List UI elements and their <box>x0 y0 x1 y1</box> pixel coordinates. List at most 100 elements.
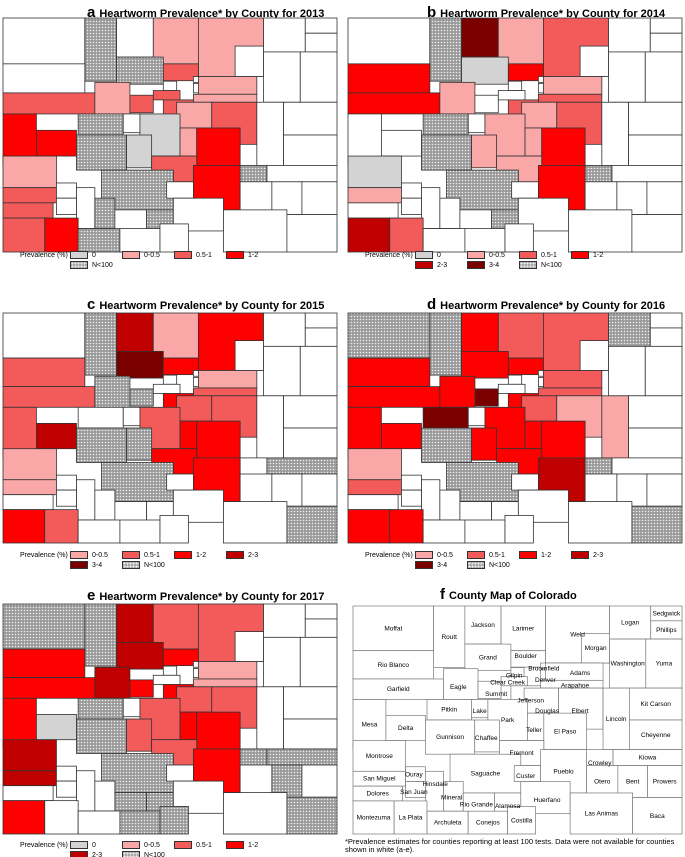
county-larimer <box>152 312 199 359</box>
county-arapahoe <box>192 387 258 397</box>
county-label-clear-creek: Clear Creek <box>490 679 525 686</box>
legend-item: 1-2 <box>226 841 278 849</box>
map-panel-d <box>347 312 683 544</box>
legend-swatch <box>519 261 537 269</box>
county-grand <box>116 642 164 670</box>
county-las-animas <box>223 209 288 253</box>
legend-item: 0-0.5 <box>467 251 519 259</box>
county-summit <box>129 679 154 698</box>
legend-item-label: 1-2 <box>248 841 259 849</box>
county-eagle <box>439 375 476 408</box>
county-lincoln <box>256 101 284 166</box>
legend-swatch <box>122 251 140 259</box>
county-outline-douglas <box>523 687 559 714</box>
county-kiowa <box>611 457 683 475</box>
county-custer <box>511 181 539 199</box>
county-las-animas <box>223 792 288 835</box>
county-label-moffat: Moffat <box>384 625 402 632</box>
county-hinsdale <box>76 479 96 521</box>
county-mineral <box>94 780 116 812</box>
county-douglas <box>521 101 558 129</box>
legend-swatch <box>467 561 485 569</box>
legend-item-label: 1-2 <box>593 251 604 259</box>
county-rio-blanco <box>347 63 431 94</box>
legend-label: Prevalence (%) <box>20 841 68 849</box>
county-eagle <box>94 81 131 115</box>
legend-swatch <box>226 551 244 559</box>
legend-item: 0.5-1 <box>467 551 519 559</box>
legend-item-label: 1-2 <box>541 551 552 559</box>
county-conejos <box>119 519 161 544</box>
legend-item: 1-2 <box>226 251 278 259</box>
legend-item-label: 0-0.5 <box>144 251 160 259</box>
county-label-costilla: Costilla <box>511 817 533 824</box>
county-label-el-paso: El Paso <box>554 728 577 735</box>
county-label-hinsdale: Hinsdale <box>423 781 449 788</box>
county-grand <box>116 351 164 379</box>
county-larimer <box>152 603 199 650</box>
county-label-baca: Baca <box>650 813 665 820</box>
legend-item-label: 3-4 <box>437 561 448 569</box>
county-chaffee <box>126 427 153 461</box>
county-grand <box>461 56 509 85</box>
panel-letter: f <box>440 586 445 603</box>
county-gunnison <box>76 427 127 463</box>
county-eagle <box>439 81 476 115</box>
county-hinsdale <box>421 187 441 229</box>
legend-item: 0.5-1 <box>174 251 226 259</box>
county-gunnison <box>76 134 127 171</box>
county-mineral <box>94 197 116 229</box>
legend-swatch <box>70 261 88 269</box>
county-label-weld: Weld <box>570 632 585 639</box>
county-garfield <box>2 677 96 699</box>
legend-swatch <box>415 251 433 259</box>
county-label-eagle: Eagle <box>450 684 467 691</box>
panel-letter: a <box>87 4 96 21</box>
county-garfield <box>2 386 96 408</box>
county-gunnison <box>421 427 472 463</box>
county-gilpin <box>507 80 523 91</box>
legend-swatch <box>571 251 589 259</box>
county-outline-hinsdale <box>425 770 444 812</box>
county-label-prowers: Prowers <box>653 779 678 786</box>
county-baca <box>286 505 338 544</box>
county-outline-cheyenne <box>629 719 683 750</box>
county-la-plata <box>389 509 424 544</box>
county-arapahoe <box>537 93 603 103</box>
legend-item: 1-2 <box>174 551 226 559</box>
legend-item: N<100 <box>122 561 174 569</box>
legend-item-label: 2-3 <box>593 551 604 559</box>
county-label-sedgwick: Sedgwick <box>652 610 681 617</box>
county-san-miguel <box>347 187 402 204</box>
legend-item: 2-3 <box>226 551 278 559</box>
county-eagle <box>94 375 131 408</box>
county-kiowa <box>266 165 338 183</box>
county-yuma <box>299 345 338 397</box>
panel-title-text: Heartworm Prevalence* by County for 2014 <box>440 8 666 20</box>
county-delta <box>381 423 422 450</box>
county-mineral <box>94 489 116 521</box>
county-outline-rio-blanco <box>352 650 434 680</box>
county-prowers <box>301 473 338 507</box>
county-summit <box>474 388 499 407</box>
county-boulder <box>162 357 199 376</box>
county-boulder <box>507 63 544 82</box>
county-label-summit: Summit <box>485 691 507 698</box>
county-label-crowley: Crowley <box>588 760 612 767</box>
county-hinsdale <box>421 479 441 521</box>
legend-swatch <box>519 551 537 559</box>
county-label-chaffee: Chaffee <box>475 735 498 742</box>
legend-swatch <box>467 251 485 259</box>
county-sedgwick <box>649 312 683 329</box>
county-kit-carson <box>628 101 683 136</box>
county-outline-yuma <box>645 638 683 689</box>
panel-title-c: c Heartworm Prevalence* by County for 201… <box>87 296 324 313</box>
county-adams <box>197 661 258 680</box>
legend-swatch <box>70 851 88 857</box>
county-label-montrose: Montrose <box>366 753 393 760</box>
legend-item-label: 0.5-1 <box>541 251 557 259</box>
county-rio-blanco <box>2 648 86 679</box>
county-douglas <box>176 395 213 422</box>
county-label-teller: Teller <box>526 727 542 734</box>
legend-item-label: 0-0.5 <box>489 251 505 259</box>
